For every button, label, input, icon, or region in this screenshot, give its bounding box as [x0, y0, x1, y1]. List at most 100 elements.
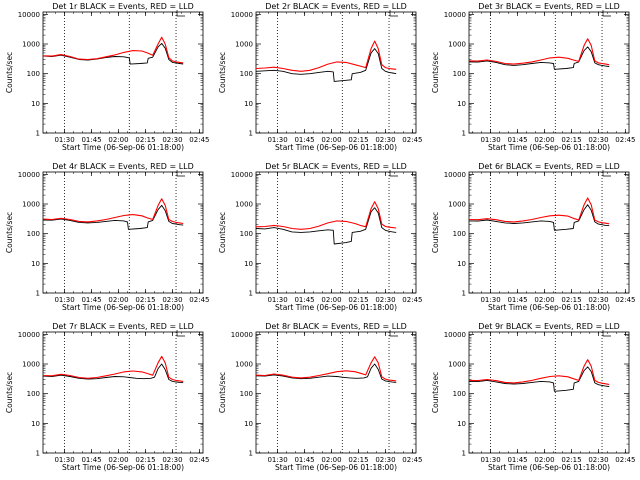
- lld-series-line: [43, 198, 184, 225]
- y-tick-label: 1000: [22, 41, 40, 49]
- x-tick-label: 01:45: [81, 136, 101, 144]
- y-tick-label: 100: [453, 230, 466, 238]
- plot-frame: [255, 11, 417, 134]
- x-axis-label: Start Time (06-Sep-06 01:18:00): [62, 143, 184, 152]
- chart-svg: Det 1r BLACK = Events, RED = LLD 1 10 100 10…: [5, 2, 209, 152]
- y-tick-label: 10: [31, 260, 40, 268]
- events-series-line: [469, 204, 610, 231]
- y-axis-label: Counts/sec: [5, 212, 14, 253]
- y-axis-label: Counts/sec: [431, 372, 440, 413]
- lld-series-line: [43, 355, 184, 382]
- chart-svg: Det 6r BLACK = Events, RED = LLD 1 10 100 10…: [431, 162, 635, 312]
- detector-panel: Det 4r BLACK = Events, RED = LLD 1 10 100 10…: [0, 160, 213, 320]
- panel-title: Det 5r BLACK = Events, RED = LLD: [265, 162, 407, 171]
- plot-frame: [255, 171, 417, 294]
- y-tick-label: 10000: [18, 171, 40, 179]
- y-tick-label: 10000: [444, 171, 466, 179]
- y-axis-label: Counts/sec: [5, 372, 14, 413]
- x-tick-label: 02:00: [108, 296, 128, 304]
- y-tick-label: 100: [453, 70, 466, 78]
- y-tick-label: 10000: [18, 11, 40, 19]
- panel-title: Det 9r BLACK = Events, RED = LLD: [478, 322, 620, 331]
- detector-panel: Det 3r BLACK = Events, RED = LLD 1 10 100 10…: [426, 0, 639, 160]
- x-tick-label: 02:30: [162, 456, 182, 464]
- x-tick-label: 02:00: [108, 456, 128, 464]
- plot-frame: [468, 11, 630, 134]
- y-axis-label: Counts/sec: [218, 372, 227, 413]
- x-tick-label: 01:30: [54, 136, 74, 144]
- x-tick-label: 02:30: [375, 136, 395, 144]
- y-tick-label: 10000: [231, 331, 253, 339]
- events-series-line: [469, 366, 610, 392]
- panel-title: Det 6r BLACK = Events, RED = LLD: [478, 162, 620, 171]
- lld-series-line: [469, 359, 610, 385]
- panel-title: Det 4r BLACK = Events, RED = LLD: [52, 162, 194, 171]
- y-tick-label: 1: [462, 450, 466, 458]
- y-tick-label: 1: [36, 450, 40, 458]
- x-tick-label: 02:00: [321, 456, 341, 464]
- events-series-line: [43, 42, 184, 65]
- x-tick-label: 02:30: [162, 296, 182, 304]
- x-axis-label: Start Time (06-Sep-06 01:18:00): [275, 463, 397, 472]
- y-tick-label: 100: [27, 70, 40, 78]
- x-tick-label: 02:30: [375, 296, 395, 304]
- y-tick-label: 1000: [448, 201, 466, 209]
- y-axis-label: Counts/sec: [431, 212, 440, 253]
- x-tick-label: 02:30: [588, 136, 608, 144]
- events-series-line: [43, 204, 184, 230]
- y-tick-label: 1: [249, 130, 253, 138]
- x-tick-label: 02:30: [588, 456, 608, 464]
- x-tick-label: 02:45: [402, 456, 422, 464]
- x-tick-label: 02:15: [561, 296, 581, 304]
- chart-svg: Det 4r BLACK = Events, RED = LLD 1 10 100 10…: [5, 162, 209, 312]
- lld-series-line: [469, 197, 610, 225]
- detector-panel: Det 9r BLACK = Events, RED = LLD 1 10 100 10…: [426, 320, 639, 480]
- events-series-line: [43, 363, 184, 384]
- lld-series-line: [256, 40, 397, 72]
- detector-panel: Det 2r BLACK = Events, RED = LLD 1 10 100 10…: [213, 0, 426, 160]
- x-axis-label: Start Time (06-Sep-06 01:18:00): [488, 143, 610, 152]
- interval-bracket-icon: [176, 170, 186, 177]
- y-tick-label: 10: [457, 260, 466, 268]
- interval-bracket-icon: [389, 170, 399, 177]
- x-tick-label: 02:45: [189, 136, 209, 144]
- y-tick-label: 10000: [231, 171, 253, 179]
- events-series-line: [256, 207, 397, 245]
- x-tick-label: 01:45: [294, 456, 314, 464]
- y-tick-label: 100: [240, 70, 253, 78]
- panel-title: Det 8r BLACK = Events, RED = LLD: [265, 322, 407, 331]
- y-tick-label: 1: [249, 290, 253, 298]
- y-tick-label: 10000: [444, 331, 466, 339]
- x-tick-label: 01:45: [81, 456, 101, 464]
- y-tick-label: 100: [27, 390, 40, 398]
- chart-svg: Det 5r BLACK = Events, RED = LLD 1 10 100 10…: [218, 162, 422, 312]
- x-axis-label: Start Time (06-Sep-06 01:18:00): [275, 303, 397, 312]
- y-tick-label: 10: [457, 420, 466, 428]
- x-tick-label: 02:45: [402, 136, 422, 144]
- y-tick-label: 1000: [22, 361, 40, 369]
- x-tick-label: 02:45: [615, 456, 635, 464]
- x-tick-label: 02:45: [615, 296, 635, 304]
- plot-frame: [42, 171, 204, 294]
- x-tick-label: 01:45: [507, 456, 527, 464]
- y-axis-label: Counts/sec: [218, 52, 227, 93]
- x-axis-label: Start Time (06-Sep-06 01:18:00): [62, 463, 184, 472]
- chart-svg: Det 2r BLACK = Events, RED = LLD 1 10 100 10…: [218, 2, 422, 152]
- chart-svg: Det 7r BLACK = Events, RED = LLD 1 10 100 10…: [5, 322, 209, 472]
- x-tick-label: 01:45: [294, 136, 314, 144]
- x-tick-label: 01:30: [480, 296, 500, 304]
- plot-frame: [468, 171, 630, 294]
- interval-bracket-icon: [602, 330, 612, 337]
- y-tick-label: 10: [457, 100, 466, 108]
- x-tick-label: 02:00: [534, 456, 554, 464]
- x-axis-label: Start Time (06-Sep-06 01:18:00): [488, 303, 610, 312]
- y-tick-label: 100: [27, 230, 40, 238]
- panel-title: Det 7r BLACK = Events, RED = LLD: [52, 322, 194, 331]
- x-tick-label: 02:15: [561, 136, 581, 144]
- interval-bracket-icon: [389, 330, 399, 337]
- x-tick-label: 02:15: [561, 456, 581, 464]
- panel-title: Det 3r BLACK = Events, RED = LLD: [478, 2, 620, 11]
- x-tick-label: 02:00: [534, 296, 554, 304]
- y-tick-label: 100: [240, 230, 253, 238]
- y-tick-label: 1: [249, 450, 253, 458]
